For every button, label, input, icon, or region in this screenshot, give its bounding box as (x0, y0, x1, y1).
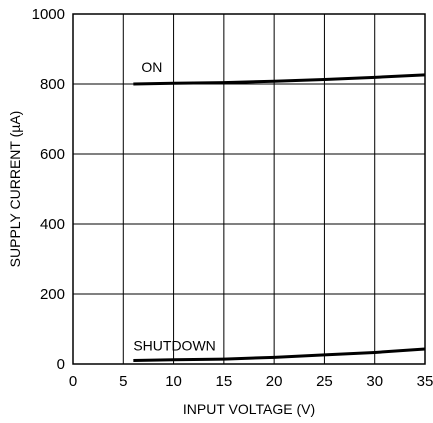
y-tick-label: 600 (40, 146, 65, 163)
series-label-on: ON (141, 59, 162, 75)
x-tick-label: 15 (216, 373, 233, 390)
x-tick-label: 20 (266, 373, 283, 390)
y-tick-label: 1000 (32, 6, 65, 23)
series-line-shutdown (133, 347, 426, 362)
x-tick-label: 30 (366, 373, 383, 390)
x-axis-label: INPUT VOLTAGE (V) (183, 401, 315, 417)
y-tick-labels: 0 200 400 600 800 1000 (32, 6, 65, 373)
y-axis-label: SUPPLY CURRENT (µA) (7, 111, 23, 268)
series-line-on (133, 73, 426, 86)
x-tick-label: 25 (316, 373, 333, 390)
grid (72, 13, 426, 365)
y-tick-label: 200 (40, 286, 65, 303)
y-tick-label: 400 (40, 216, 65, 233)
x-tick-label: 0 (69, 373, 77, 390)
x-tick-label: 10 (165, 373, 182, 390)
series-label-shutdown: SHUTDOWN (133, 338, 215, 354)
y-tick-label: 800 (40, 76, 65, 93)
y-tick-label: 0 (57, 356, 65, 373)
plot-frame (72, 13, 426, 365)
x-tick-labels: 0 5 10 15 20 25 30 35 (69, 373, 433, 390)
x-tick-label: 5 (119, 373, 127, 390)
series: ON SHUTDOWN (133, 59, 426, 362)
x-tick-label: 35 (417, 373, 433, 390)
